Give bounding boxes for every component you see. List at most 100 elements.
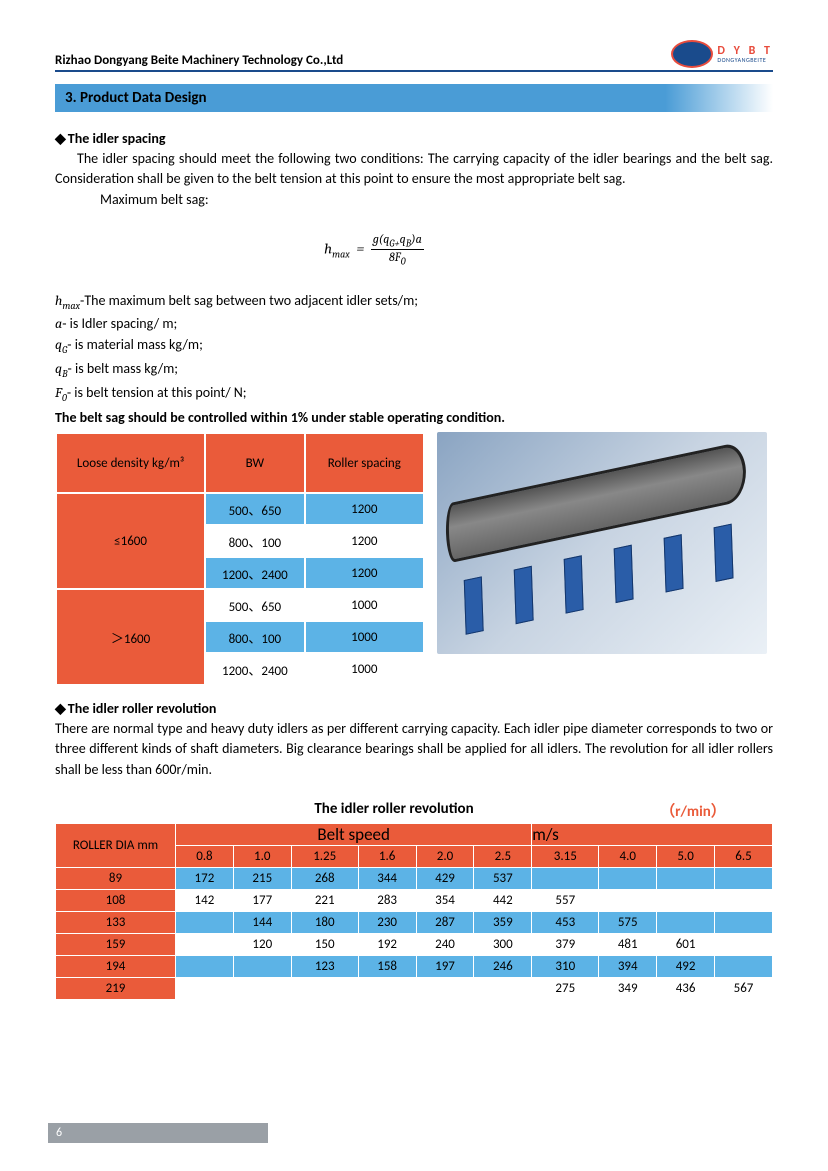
rev-row: 133144180230287359453575	[56, 912, 773, 934]
rev-value-cell: 180	[291, 912, 358, 934]
rev-value-cell: 215	[233, 868, 291, 890]
rev-row: 108142177221283354442557	[56, 890, 773, 912]
roller-spacing-cell: 1200	[305, 493, 424, 525]
spacing-row: ＞1600500、6501000	[56, 589, 424, 621]
rev-value-cell: 283	[358, 890, 416, 912]
rev-header-speed-unit: m/s	[532, 824, 773, 846]
rev-row: 219275349436567	[56, 978, 773, 1000]
bw-cell: 1200、2400	[205, 557, 305, 589]
rev-header-speed: 1.6	[358, 846, 416, 868]
rev-value-cell: 481	[599, 934, 657, 956]
rev-value-cell: 150	[291, 934, 358, 956]
density-cell: ＞1600	[56, 589, 205, 685]
rev-value-cell	[176, 978, 234, 1000]
roller-spacing-cell: 1200	[305, 557, 424, 589]
logo-mark-icon	[671, 40, 713, 68]
rev-value-cell	[599, 890, 657, 912]
rev-value-cell: 557	[532, 890, 599, 912]
bw-cell: 800、100	[205, 621, 305, 653]
logo-text: D Y B T DONGYANGBEITE	[717, 45, 773, 63]
rev-value-cell: 240	[416, 934, 474, 956]
logo-subtext: DONGYANGBEITE	[717, 57, 773, 63]
idler-spacing-heading: The idler spacing	[55, 130, 773, 147]
belt-sag-constraint: The belt sag should be controlled within…	[55, 408, 773, 428]
rev-value-cell: 344	[358, 868, 416, 890]
variable-definition: hmax-The maximum belt sag between two ad…	[55, 290, 773, 314]
idler-revolution-heading: The idler roller revolution	[55, 700, 773, 717]
rev-value-cell: 246	[474, 956, 532, 978]
rev-dia-cell: 89	[56, 868, 176, 890]
rev-header-speed: 1.0	[233, 846, 291, 868]
roller-spacing-cell: 1000	[305, 653, 424, 685]
rev-value-cell: 394	[599, 956, 657, 978]
rev-header-speed: 6.5	[715, 846, 773, 868]
spacing-row: ≤1600500、6501200	[56, 493, 424, 525]
rev-header-speed: 1.25	[291, 846, 358, 868]
rev-dia-cell: 219	[56, 978, 176, 1000]
rev-value-cell: 221	[291, 890, 358, 912]
rev-value-cell	[657, 912, 715, 934]
logo: D Y B T DONGYANGBEITE	[671, 40, 773, 68]
rev-value-cell	[599, 868, 657, 890]
rev-value-cell: 230	[358, 912, 416, 934]
rev-value-cell: 192	[358, 934, 416, 956]
bw-cell: 500、650	[205, 493, 305, 525]
belt-sag-formula: hmax = g(qG+qB)a 8F0	[0, 232, 773, 268]
bw-cell: 500、650	[205, 589, 305, 621]
rev-value-cell: 287	[416, 912, 474, 934]
rev-value-cell: 268	[291, 868, 358, 890]
rev-value-cell	[715, 912, 773, 934]
rev-value-cell: 177	[233, 890, 291, 912]
company-name: Rizhao Dongyang Beite Machinery Technolo…	[55, 53, 343, 68]
rev-value-cell: 354	[416, 890, 474, 912]
revolution-table-caption: The idler roller revolution （r/min）	[55, 800, 773, 821]
revolution-unit: （r/min）	[613, 800, 773, 821]
rev-header-belt-speed: Belt speed	[176, 824, 532, 846]
rev-value-cell	[176, 956, 234, 978]
variable-definition: F0- is belt tension at this point/ N;	[55, 382, 773, 406]
rev-header-speed: 4.0	[599, 846, 657, 868]
rev-value-cell: 197	[416, 956, 474, 978]
rev-value-cell: 275	[532, 978, 599, 1000]
density-cell: ≤1600	[56, 493, 205, 589]
rev-value-cell: 379	[532, 934, 599, 956]
rev-value-cell	[715, 868, 773, 890]
conveyor-illustration	[437, 432, 767, 654]
rev-value-cell	[233, 956, 291, 978]
bw-cell: 1200、2400	[205, 653, 305, 685]
roller-spacing-cell: 1000	[305, 621, 424, 653]
rev-value-cell: 300	[474, 934, 532, 956]
variable-definition: qG- is material mass kg/m;	[55, 334, 773, 358]
rev-header-speed: 3.15	[532, 846, 599, 868]
revolution-title: The idler roller revolution	[175, 800, 613, 821]
rev-value-cell: 601	[657, 934, 715, 956]
rev-value-cell: 492	[657, 956, 715, 978]
page-header: Rizhao Dongyang Beite Machinery Technolo…	[55, 40, 773, 72]
rev-value-cell: 349	[599, 978, 657, 1000]
rev-value-cell	[474, 978, 532, 1000]
rev-value-cell	[532, 868, 599, 890]
rev-value-cell	[358, 978, 416, 1000]
idler-revolution-table: ROLLER DIA mmBelt speedm/s0.81.01.251.62…	[55, 823, 773, 1000]
rev-value-cell: 537	[474, 868, 532, 890]
idler-revolution-paragraph: There are normal type and heavy duty idl…	[55, 719, 773, 780]
spacing-header-bw: BW	[205, 433, 305, 493]
rev-value-cell: 172	[176, 868, 234, 890]
page-number: 6	[48, 1123, 268, 1143]
roller-spacing-cell: 1000	[305, 589, 424, 621]
rev-value-cell: 310	[532, 956, 599, 978]
rev-value-cell: 575	[599, 912, 657, 934]
rev-header-speed: 2.0	[416, 846, 474, 868]
spacing-header-roller: Roller spacing	[305, 433, 424, 493]
rev-value-cell	[715, 890, 773, 912]
rev-dia-cell: 133	[56, 912, 176, 934]
rev-dia-cell: 159	[56, 934, 176, 956]
roller-spacing-cell: 1200	[305, 525, 424, 557]
rev-header-speed: 0.8	[176, 846, 234, 868]
rev-value-cell: 144	[233, 912, 291, 934]
rev-value-cell	[657, 890, 715, 912]
rev-value-cell: 120	[233, 934, 291, 956]
rev-row: 89172215268344429537	[56, 868, 773, 890]
rev-value-cell	[715, 956, 773, 978]
rev-dia-cell: 194	[56, 956, 176, 978]
